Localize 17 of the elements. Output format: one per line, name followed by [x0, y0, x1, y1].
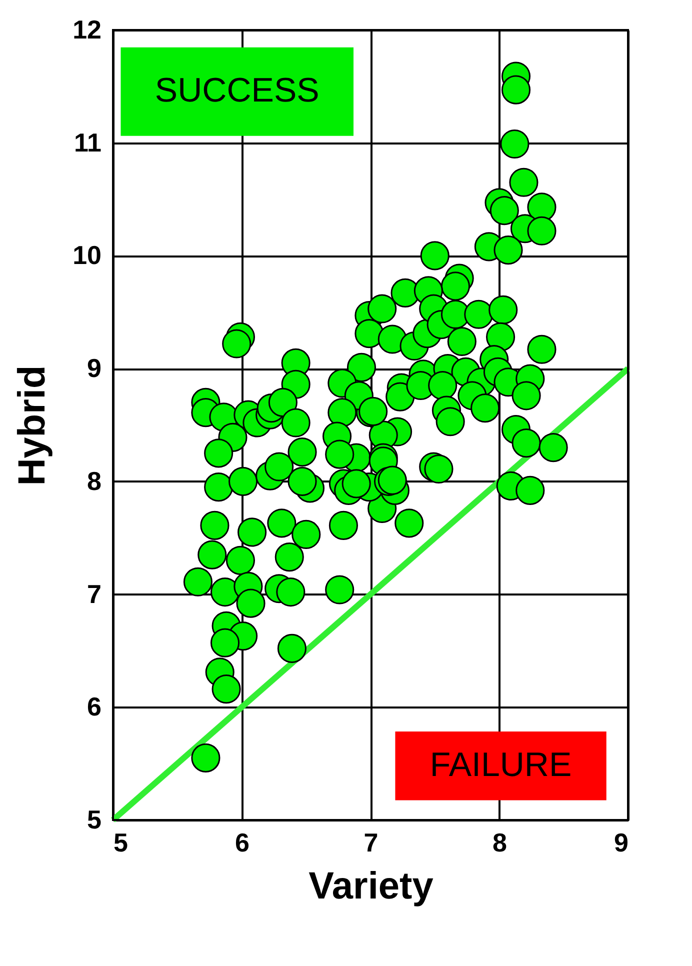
y-tick-label: 6 — [87, 692, 102, 722]
y-tick-label: 7 — [87, 578, 102, 609]
x-tick-label: 6 — [235, 828, 250, 858]
x-tick-label: 8 — [492, 828, 507, 858]
annotation: SUCCESS — [154, 72, 320, 110]
x-axis-title: Variety — [308, 866, 434, 908]
x-tick-label: 5 — [114, 828, 128, 858]
y-tick-label: 10 — [72, 240, 102, 270]
y-tick-label: 5 — [87, 804, 102, 834]
x-tick-label: 9 — [614, 828, 628, 858]
x-tick-label: 7 — [364, 828, 378, 858]
y-tick-label: 8 — [87, 466, 102, 496]
y-tick-label: 12 — [72, 14, 102, 44]
y-axis-title: Hybrid — [12, 365, 54, 486]
annotation: FAILURE — [430, 746, 572, 784]
y-tick-label: 9 — [87, 353, 102, 384]
y-tick-label: 11 — [74, 127, 102, 158]
